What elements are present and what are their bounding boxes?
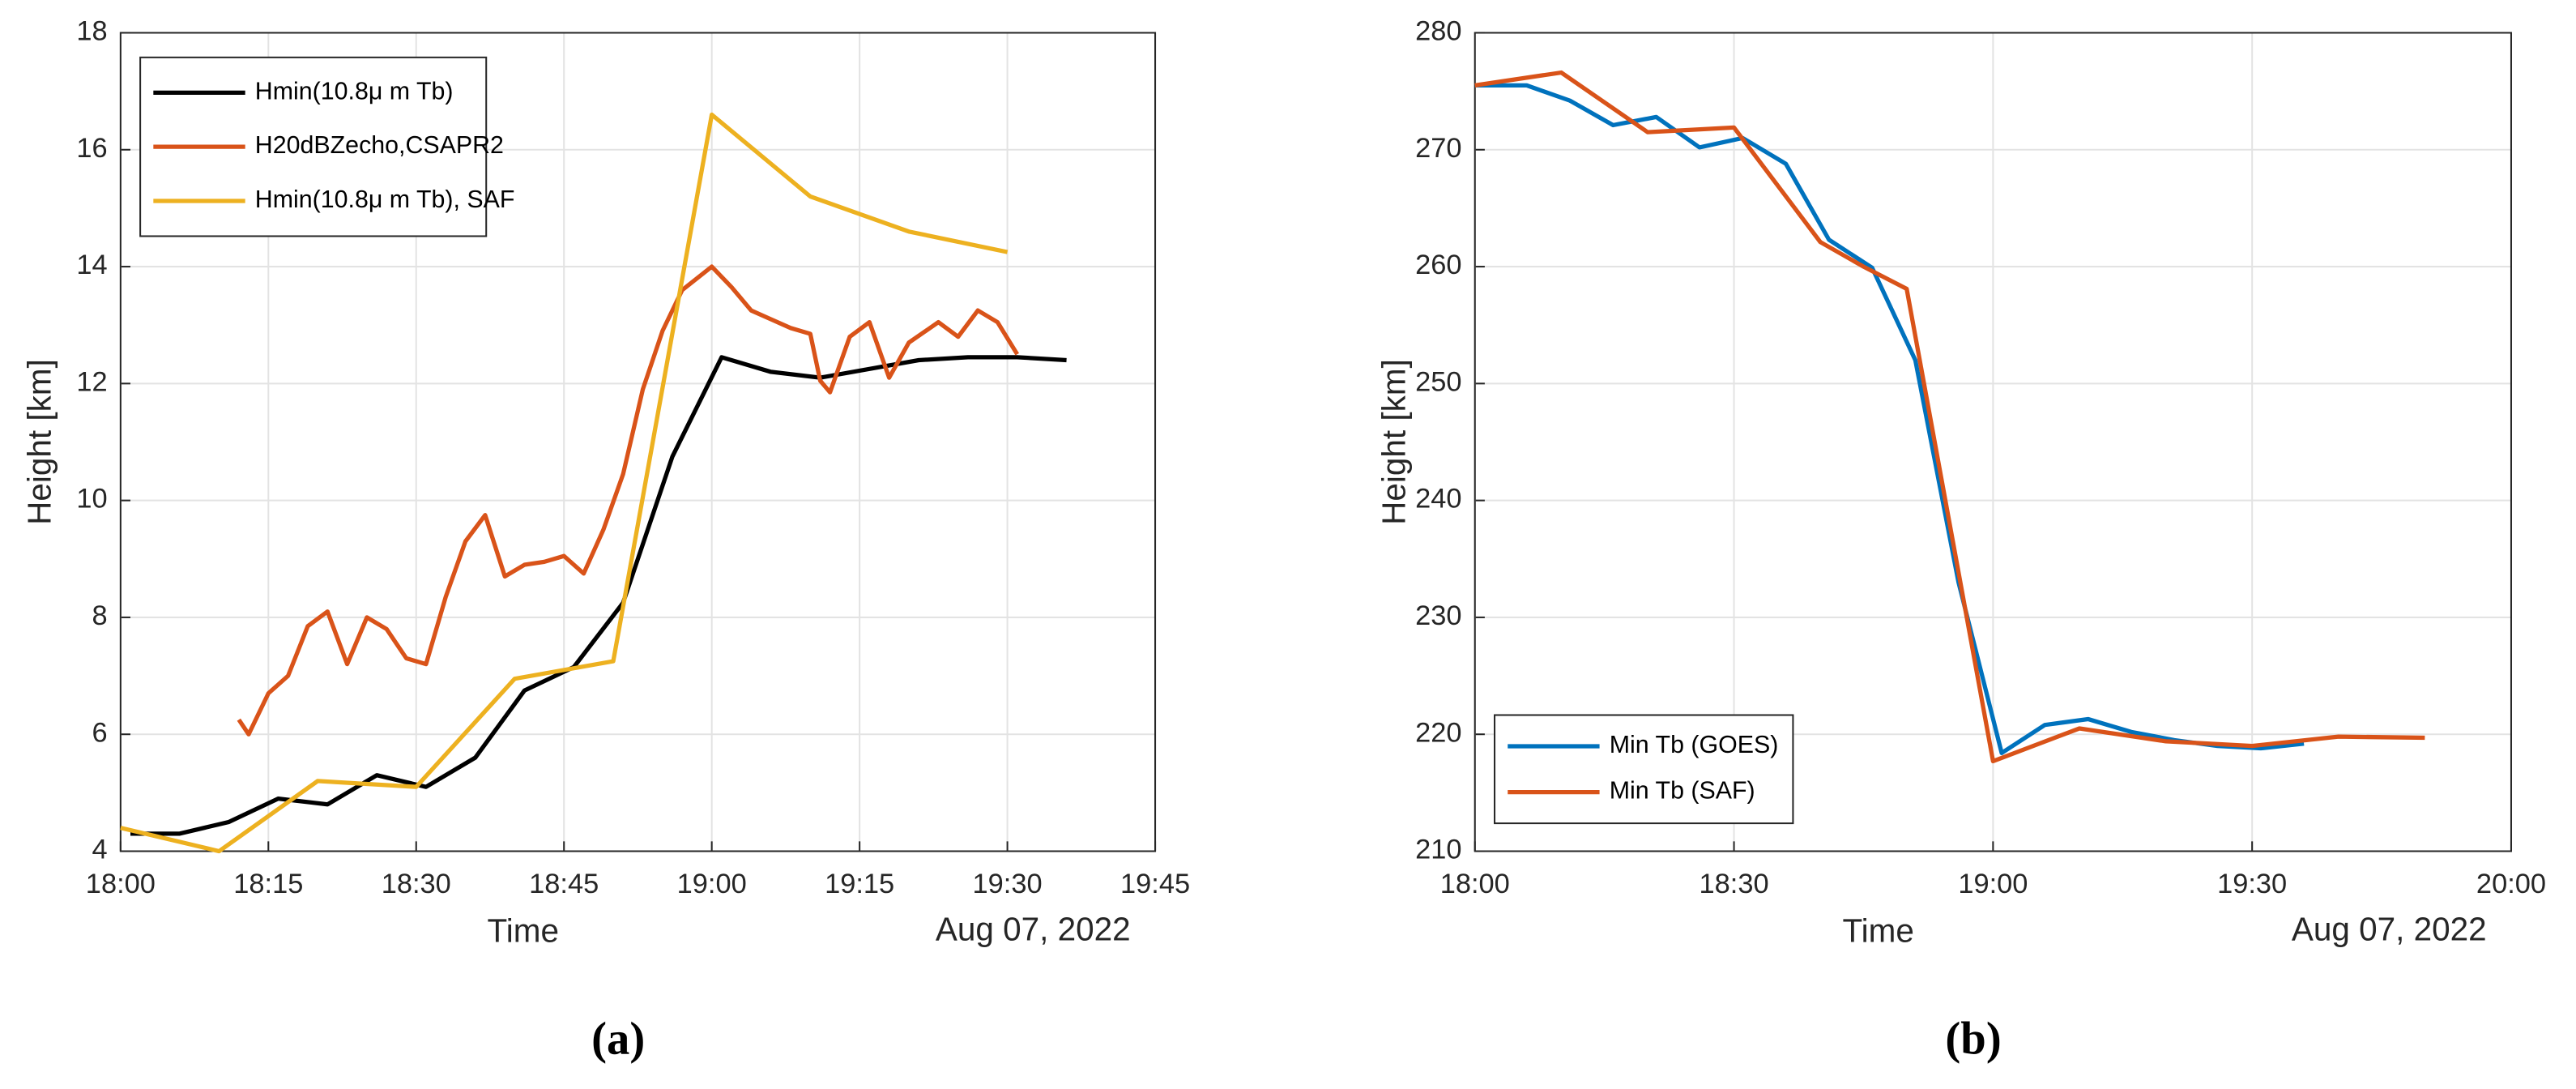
y-tick-label: 16 [76, 133, 107, 164]
legend-label: Min Tb (SAF) [1610, 778, 1755, 805]
y-tick-label: 270 [1415, 133, 1461, 164]
date-label: Aug 07, 2022 [936, 910, 1131, 947]
x-tick-label: 18:15 [233, 869, 303, 899]
x-axis-label: Time [1842, 912, 1913, 949]
series-line [1474, 70, 2425, 764]
x-tick-label: 19:15 [825, 869, 894, 899]
y-tick-label: 10 [76, 484, 107, 515]
y-tick-label: 14 [76, 250, 107, 280]
series-line [120, 112, 1009, 854]
y-tick-label: 6 [92, 717, 108, 748]
y-tick-label: 18 [76, 16, 107, 47]
series-line [1474, 83, 2305, 755]
y-tick-label: 280 [1415, 16, 1461, 47]
x-tick-label: 19:30 [2217, 869, 2287, 899]
legend-box [1494, 714, 1794, 825]
x-tick-label: 20:00 [2476, 869, 2546, 899]
y-axis-label: Height [km] [20, 359, 58, 525]
series-line [130, 355, 1067, 836]
series-line [237, 264, 1019, 737]
legend-label: Hmin(10.8μ m Tb) [255, 78, 454, 105]
panel-label: (b) [1945, 1014, 2001, 1064]
y-axis-label: Height [km] [1375, 359, 1412, 525]
x-tick-label: 18:30 [1700, 869, 1769, 899]
axes-frame [119, 32, 1157, 852]
x-tick-label: 19:45 [1120, 869, 1190, 899]
y-tick-label: 8 [92, 600, 108, 631]
x-tick-label: 18:00 [1440, 869, 1510, 899]
x-tick-label: 19:30 [973, 869, 1043, 899]
y-tick-label: 220 [1415, 717, 1461, 748]
legend-label: Min Tb (GOES) [1610, 732, 1779, 758]
legend-label: H20dBZecho,CSAPR2 [255, 132, 504, 159]
x-tick-label: 18:00 [86, 869, 156, 899]
x-tick-label: 19:00 [677, 869, 747, 899]
legend-label: Hmin(10.8μ m Tb), SAF [255, 186, 515, 213]
y-tick-label: 210 [1415, 835, 1461, 865]
x-axis-label: Time [488, 912, 559, 949]
x-tick-label: 18:30 [382, 869, 451, 899]
x-tick-label: 19:00 [1958, 869, 2028, 899]
x-tick-label: 18:45 [529, 869, 599, 899]
y-tick-label: 250 [1415, 366, 1461, 397]
y-tick-label: 240 [1415, 484, 1461, 515]
y-tick-label: 12 [76, 366, 107, 397]
axes-frame [1474, 32, 2512, 852]
y-tick-label: 4 [92, 835, 108, 865]
y-tick-label: 230 [1415, 600, 1461, 631]
panel-label: (a) [591, 1014, 645, 1064]
y-tick-label: 260 [1415, 250, 1461, 280]
date-label: Aug 07, 2022 [2292, 910, 2487, 947]
